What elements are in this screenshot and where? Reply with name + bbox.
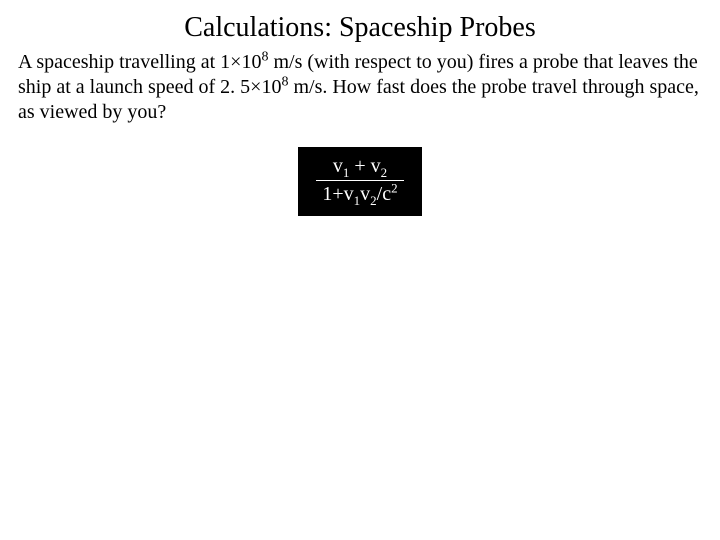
formula-container: v1 + v2 1+v1v2/c2 xyxy=(18,147,702,216)
page-title: Calculations: Spaceship Probes xyxy=(18,12,702,44)
problem-text-pre: A spaceship travelling at xyxy=(18,51,220,73)
num-v1-var: v xyxy=(333,155,343,177)
problem-statement: A spaceship travelling at 1×108 m/s (wit… xyxy=(18,50,702,125)
fraction: v1 + v2 1+v1v2/c2 xyxy=(316,155,403,206)
num-plus: + xyxy=(349,155,370,177)
den-lead: 1+ xyxy=(322,183,343,205)
den-v1-var: v xyxy=(344,183,354,205)
v1-base: 1×10 xyxy=(220,51,261,73)
fraction-numerator: v1 + v2 xyxy=(316,155,403,180)
v2-base: 2. 5×10 xyxy=(220,76,281,98)
velocity-addition-formula: v1 + v2 1+v1v2/c2 xyxy=(298,147,421,216)
num-v2-sub: 2 xyxy=(381,165,388,180)
fraction-denominator: 1+v1v2/c2 xyxy=(316,181,403,206)
den-c-exp: 2 xyxy=(391,180,398,195)
den-over-c: /c xyxy=(377,183,391,205)
slide-page: Calculations: Spaceship Probes A spacesh… xyxy=(0,0,720,540)
num-v2-var: v xyxy=(371,155,381,177)
den-v2-var: v xyxy=(360,183,370,205)
